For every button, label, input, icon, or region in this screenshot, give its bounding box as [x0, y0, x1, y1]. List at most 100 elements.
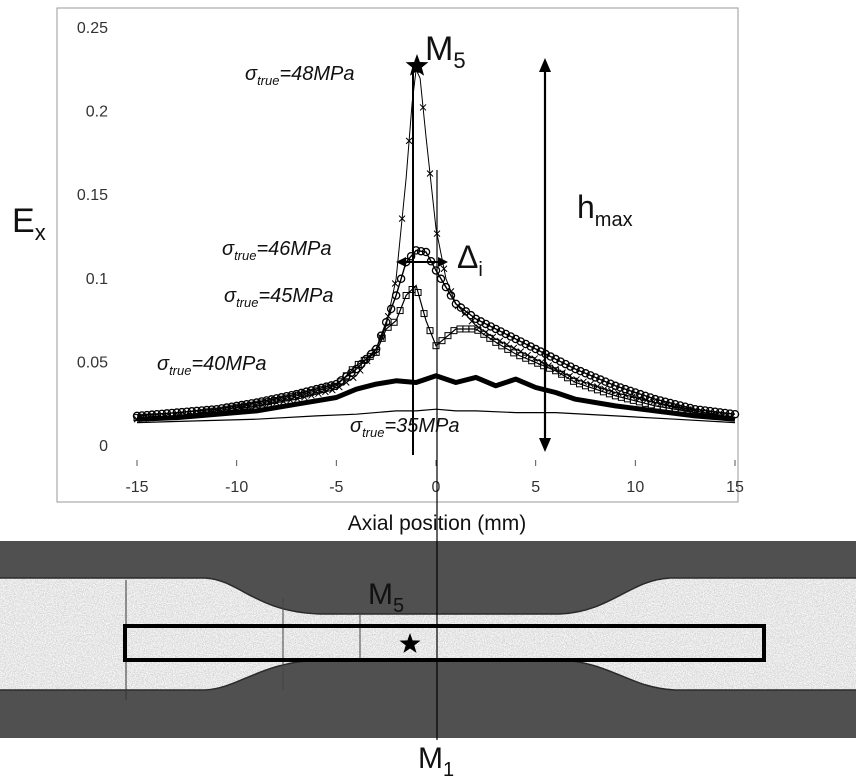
series-point [719, 412, 727, 419]
series-point [266, 400, 273, 408]
series-point [420, 310, 428, 318]
series-4 [133, 66, 736, 423]
series-layer [132, 66, 740, 424]
series-point [273, 399, 280, 406]
series-point [328, 386, 336, 394]
delta-arrow [396, 257, 448, 267]
series-point [396, 307, 404, 315]
series-point [521, 339, 530, 349]
series-point [594, 383, 601, 390]
y-tick-label: 0.25 [77, 20, 108, 37]
series-point [503, 341, 511, 348]
series-point [511, 334, 520, 344]
sigma-label-35: σtrue=35MPa [350, 415, 460, 440]
series-point [416, 246, 426, 256]
m5-star-marker [405, 54, 429, 76]
series-point [538, 358, 546, 366]
series-point [315, 390, 322, 398]
series-point [628, 393, 636, 401]
sigma-label-40: σtrue=40MPa [157, 353, 267, 378]
x-tick-label: -10 [225, 479, 248, 496]
series-point [531, 344, 540, 354]
series-point [504, 345, 512, 353]
series-point [566, 372, 573, 380]
series-point [252, 402, 259, 410]
series-point [573, 376, 580, 383]
series-point [386, 304, 396, 314]
series-point [496, 327, 506, 336]
series-point [384, 312, 392, 320]
series-point [510, 344, 518, 352]
series-point [670, 403, 678, 410]
series-point [196, 410, 204, 418]
hmax-label: hmax [577, 189, 633, 231]
series-point [301, 393, 308, 401]
m5-bottom-label: M5 [368, 578, 404, 617]
y-tick-label: 0.05 [77, 354, 108, 371]
series-line [136, 373, 736, 422]
series-point [182, 411, 190, 419]
series-point [580, 378, 587, 386]
series-point [414, 289, 422, 297]
y-tick-label: 0.15 [77, 187, 108, 204]
series-point [297, 388, 306, 398]
y-tick-label: 0.1 [86, 271, 108, 288]
series-point [335, 383, 343, 391]
series-point [545, 362, 552, 369]
series-point [700, 406, 710, 415]
axes: -15 -10 -5 0 5 10 15 0 0.05 0.1 0.15 0.2 0.25 [77, 20, 744, 496]
y-tick-label: 0 [99, 438, 108, 455]
series-3 [132, 246, 740, 421]
sigma-label-45: σtrue=45MPa [224, 285, 334, 310]
series-point [516, 337, 525, 346]
series-point [705, 409, 713, 417]
series-point [656, 400, 664, 407]
series-point [506, 332, 515, 341]
series-point [606, 379, 615, 388]
series-point [587, 380, 594, 388]
series-point [517, 348, 525, 355]
series-point [621, 384, 630, 394]
series-point [259, 401, 266, 409]
series-point [210, 409, 218, 417]
series-point [287, 396, 294, 404]
series-point [245, 403, 252, 411]
series-point [402, 292, 410, 300]
series-point [376, 331, 386, 340]
series-point [601, 385, 608, 393]
series-point [390, 318, 398, 326]
series-point [491, 324, 501, 334]
series-point [217, 408, 225, 416]
series-point [489, 333, 497, 341]
series-point [189, 411, 197, 418]
series-point [720, 408, 730, 418]
m5-top-label: M5 [425, 30, 466, 73]
series-point [698, 408, 706, 416]
y-tick-label: 0.2 [86, 104, 108, 121]
series-point [561, 359, 570, 369]
series-point [566, 362, 575, 371]
specimen-photo [0, 541, 856, 738]
series-point [680, 402, 690, 411]
series-point [133, 415, 141, 423]
series-point [642, 396, 650, 404]
series-point [317, 383, 326, 393]
series-point [342, 379, 350, 386]
series-point [526, 342, 535, 351]
series-point [419, 104, 427, 111]
series-line [136, 408, 736, 424]
x-tick-label: 0 [432, 479, 441, 496]
series-point [312, 384, 321, 394]
series-point [691, 407, 699, 415]
series-point [444, 332, 452, 340]
series-point [370, 348, 378, 356]
sigma-label-48: σtrue=48MPa [245, 63, 355, 88]
series-point [406, 251, 416, 261]
series-point [571, 364, 580, 374]
series-0 [136, 408, 736, 424]
series-point [615, 389, 622, 397]
series-point [366, 349, 376, 359]
series-point [715, 408, 725, 417]
m1-label: M1 [418, 742, 454, 781]
